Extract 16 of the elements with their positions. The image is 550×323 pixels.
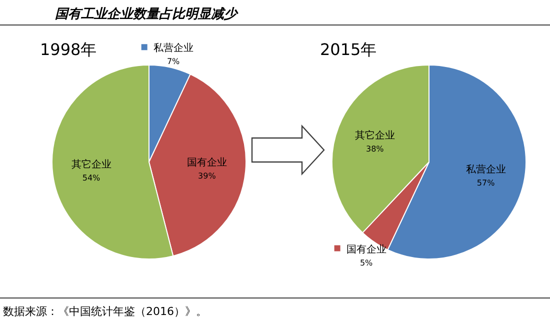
data-label: 39% <box>198 171 216 180</box>
source-note: 数据来源：《中国统计年鉴（2016）》。 <box>3 305 207 318</box>
legend-label: 私营企业 <box>153 42 194 54</box>
slice-label: 私营企业 <box>466 164 506 176</box>
data-label: 7% <box>166 57 180 66</box>
data-label: 5% <box>360 258 374 268</box>
data-label: 57% <box>476 178 496 188</box>
data-label: 38% <box>366 144 384 154</box>
text: 国有工业企业数量占比明显减少 <box>55 7 239 22</box>
chart-title: 2015年 <box>320 40 377 59</box>
chart-title: 1998年 <box>40 40 97 59</box>
slice-label: 国有企业 <box>186 156 227 168</box>
data-label: 54% <box>82 173 101 182</box>
slice-label: 其它企业 <box>354 130 395 142</box>
legend-label: 国有企业 <box>346 243 386 256</box>
slice-label: 其它企业 <box>71 158 112 170</box>
